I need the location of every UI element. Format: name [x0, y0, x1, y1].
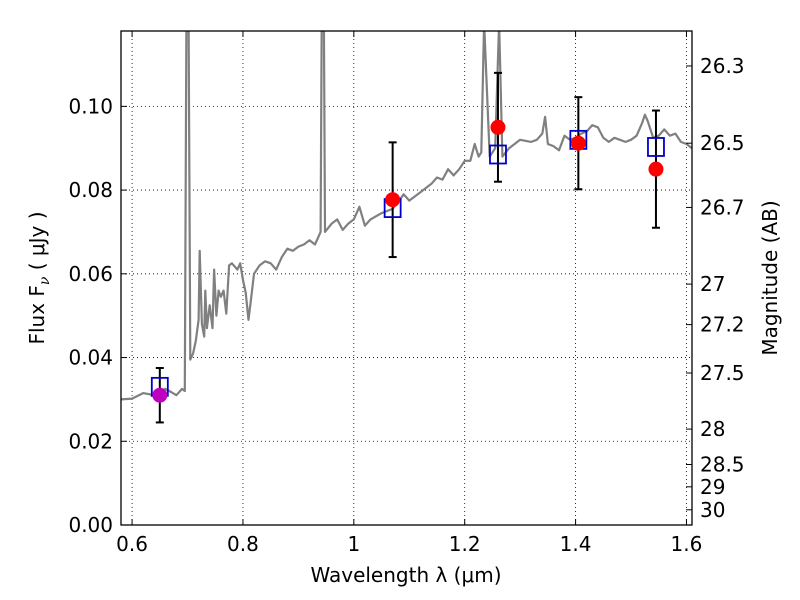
y2-tick-label: 26.3 [700, 54, 745, 78]
observed-photometry-point [385, 192, 401, 208]
y-axis-title-subscript: ν [37, 276, 53, 285]
axis-ticks: 0.6 0.8 1 1.2 1.4 1.6 0.00 0.02 0.04 0.06 0.08 0.10… [68, 31, 745, 556]
plot-area [121, 31, 692, 424]
y2-tick-label: 29 [700, 475, 725, 499]
grid-lines [121, 31, 692, 526]
y-axis-title-text: Flux F [25, 285, 49, 344]
model-spectrum-line [121, 31, 692, 401]
y-axis-title: Flux Fν ( μJy ) [25, 211, 53, 344]
y2-tick-label: 30 [700, 498, 725, 522]
error-bars [155, 71, 660, 424]
observed-photometry-point [570, 135, 586, 151]
y-axis-title-unit: ( μJy ) [25, 211, 49, 276]
y2-tick-label: 27 [700, 272, 725, 296]
y-tick-label: 0.06 [68, 262, 113, 286]
observed-photometry-point [490, 119, 506, 135]
plot-frame [120, 30, 693, 526]
y-tick-label: 0.10 [68, 94, 113, 118]
observed-photometry-points [152, 119, 664, 403]
y-tick-label: 0.02 [68, 429, 113, 453]
y-tick-label: 0.04 [68, 346, 113, 370]
x-axis-title: Wavelength λ (μm) [310, 563, 501, 587]
model-photometry-markers [150, 129, 665, 397]
model-photometry-square [647, 137, 665, 157]
observed-photometry-point [648, 161, 664, 177]
observed-photometry-point [152, 387, 168, 403]
y-tick-label: 0.08 [68, 178, 113, 202]
x-tick-label: 1.4 [560, 532, 592, 556]
y2-tick-label: 26.5 [700, 131, 745, 155]
y-tick-label: 0.00 [68, 513, 113, 537]
secondary-y-axis-title: Magnitude (AB) [758, 200, 782, 355]
x-tick-label: 0.6 [116, 532, 148, 556]
y2-tick-label: 27.5 [700, 361, 745, 385]
y2-tick-label: 27.2 [700, 313, 745, 337]
x-tick-label: 1 [347, 532, 360, 556]
model-photometry-square [489, 144, 507, 165]
y2-tick-label: 26.7 [700, 195, 745, 219]
y2-tick-label: 28 [700, 417, 725, 441]
x-tick-label: 0.8 [227, 532, 259, 556]
x-tick-label: 1.6 [671, 532, 703, 556]
x-tick-label: 1.2 [449, 532, 481, 556]
y2-tick-label: 28.5 [700, 452, 745, 476]
